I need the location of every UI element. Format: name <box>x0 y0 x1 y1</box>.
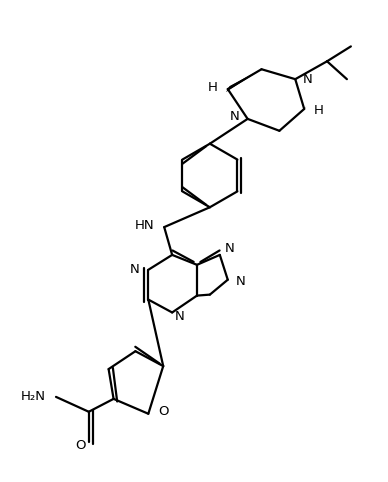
Text: N: N <box>236 275 246 288</box>
Text: N: N <box>230 110 240 123</box>
Text: HN: HN <box>135 219 154 232</box>
Text: N: N <box>130 263 139 276</box>
Text: H₂N: H₂N <box>21 390 46 403</box>
Text: N: N <box>303 73 313 86</box>
Text: O: O <box>76 439 86 452</box>
Text: H: H <box>208 80 218 94</box>
Text: N: N <box>225 242 234 255</box>
Text: N: N <box>175 310 185 323</box>
Polygon shape <box>279 107 307 131</box>
Polygon shape <box>226 69 262 92</box>
Text: H: H <box>314 105 324 118</box>
Text: O: O <box>158 405 169 418</box>
